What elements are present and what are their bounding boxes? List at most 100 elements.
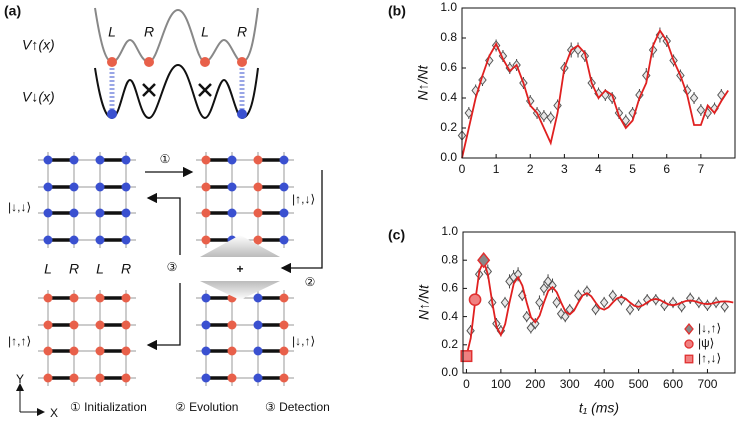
- atom: [95, 208, 105, 218]
- legend-label: |ψ⟩: [698, 336, 714, 350]
- atom: [107, 109, 117, 119]
- atom: [43, 155, 53, 165]
- step-label: ② Evolution: [175, 400, 238, 414]
- plot-frame: [461, 7, 736, 159]
- y-tick-label: 0.0: [441, 365, 458, 379]
- atom: [253, 235, 263, 245]
- well-label: R: [69, 261, 79, 277]
- atom: [69, 208, 79, 218]
- point: [543, 276, 553, 287]
- atom: [95, 293, 105, 303]
- atom: [201, 293, 211, 303]
- x-axis-label: t₁ (ms): [579, 400, 619, 416]
- x-tick-label: 0: [459, 162, 466, 176]
- atom: [43, 235, 53, 245]
- y-axis-label: N↑/Nt: [415, 64, 431, 100]
- legend-marker: [684, 339, 694, 349]
- y-tick-label: 0.4: [440, 90, 457, 104]
- y-tick-label: 0.4: [441, 309, 458, 323]
- step-label: ① Initialization: [70, 400, 147, 414]
- atom: [253, 293, 263, 303]
- atom: [253, 346, 263, 356]
- atom: [69, 235, 79, 245]
- point: [539, 110, 549, 122]
- x-tick-label: 100: [491, 377, 511, 391]
- atom: [95, 155, 105, 165]
- atom: [95, 373, 105, 383]
- x-tick-label: 7: [698, 162, 705, 176]
- atom: [69, 373, 79, 383]
- atom: [121, 182, 131, 192]
- y-tick-label: 0.8: [441, 252, 458, 266]
- y-axis-label: N↑/Nt: [416, 284, 432, 320]
- point: [696, 104, 706, 116]
- atom: [107, 57, 117, 67]
- atoms: [38, 57, 294, 386]
- atom: [237, 109, 247, 119]
- x-tick-label: 200: [525, 377, 545, 391]
- x-tick-label: 3: [561, 162, 568, 176]
- atom: [201, 320, 211, 330]
- chart: (c) 0.0 0.2 0.4 0.6 0.8 1.0 0 100 200 300 400 500 600…: [388, 224, 736, 416]
- point: [703, 300, 712, 311]
- atom: [201, 235, 211, 245]
- x-tick-label: 400: [594, 377, 614, 391]
- potential-curve: [94, 63, 259, 120]
- point: [546, 112, 555, 123]
- legend-marker: [684, 354, 694, 364]
- atom: [121, 346, 131, 356]
- atom: [69, 346, 79, 356]
- state-label: |↑,↑⟩: [8, 334, 31, 348]
- y-tick-label: 1.0: [441, 224, 458, 238]
- legend-marker: [684, 322, 694, 336]
- state-label: |↓,↓⟩: [8, 200, 31, 214]
- well-label: L: [44, 261, 52, 277]
- y-tick-label: 0.0: [440, 150, 457, 164]
- point: [552, 297, 561, 308]
- atom: [227, 182, 237, 192]
- well-label: L: [201, 24, 209, 40]
- step-mark: ③: [167, 260, 178, 274]
- plus: +: [236, 262, 243, 276]
- atom: [253, 208, 263, 218]
- atom: [144, 57, 154, 67]
- y-tick-label: 0.6: [441, 281, 458, 295]
- well-label: L: [96, 261, 104, 277]
- potential-label: V↓(x): [22, 89, 55, 105]
- atom: [200, 57, 210, 67]
- atom: [201, 373, 211, 383]
- atom: [95, 182, 105, 192]
- atom: [279, 155, 289, 165]
- point: [468, 293, 482, 307]
- x-tick-label: 2: [527, 162, 534, 176]
- fit-line: [461, 28, 729, 159]
- x-tick-label: 6: [663, 162, 670, 176]
- point: [478, 74, 487, 86]
- step-label: ③ Detection: [265, 400, 330, 414]
- potential-curve: [94, 7, 259, 64]
- atom: [279, 293, 289, 303]
- atom: [69, 182, 79, 192]
- panel-label: (b): [388, 3, 406, 19]
- x-tick-label: 0: [463, 377, 470, 391]
- point: [677, 301, 686, 313]
- atom: [43, 293, 53, 303]
- atom: [95, 346, 105, 356]
- point: [689, 92, 699, 104]
- well-label: R: [237, 24, 247, 40]
- atom: [69, 293, 79, 303]
- atom: [43, 346, 53, 356]
- atom: [121, 208, 131, 218]
- point: [561, 311, 570, 322]
- potential-label: V↑(x): [22, 37, 55, 53]
- atom: [69, 155, 79, 165]
- y-tick-label: 0.2: [441, 337, 458, 351]
- well-label: L: [108, 24, 116, 40]
- fan: [200, 235, 280, 257]
- forbidden: [142, 83, 156, 97]
- atom: [121, 373, 131, 383]
- step-mark: ②: [305, 275, 316, 289]
- point: [535, 297, 544, 308]
- atom: [227, 155, 237, 165]
